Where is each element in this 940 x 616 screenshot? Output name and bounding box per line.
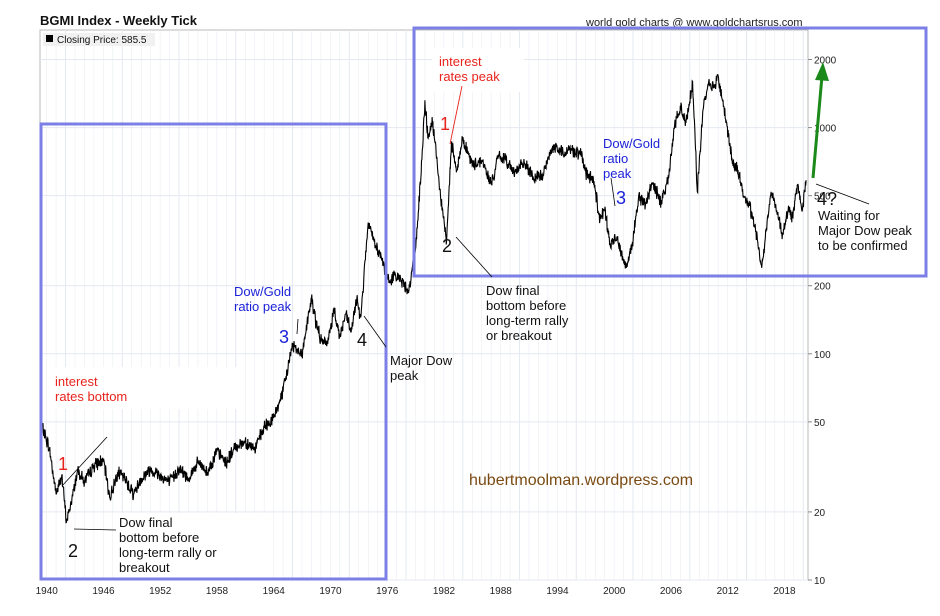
x-tick-label: 1958 <box>206 586 229 597</box>
x-tick-label: 2012 <box>717 586 740 597</box>
legend-swatch <box>46 35 53 42</box>
marker-3-first-cycle: 3 <box>279 327 289 347</box>
x-axis: 1940 1946 1952 1958 1964 1970 1976 1982 1988 1994… <box>36 586 796 597</box>
marker-4-second-cycle: 4? <box>817 189 837 209</box>
chart-credit: world gold charts @ www.goldchartsrus.co… <box>585 17 803 29</box>
annotation-dow-final-bottom-1: Dow final bottom before long-term rally or… <box>119 515 217 575</box>
cycle-box-1 <box>39 122 388 581</box>
marker-2-first-cycle: 2 <box>68 541 78 561</box>
label-patch <box>432 48 524 92</box>
series-layer <box>41 74 807 524</box>
y-tick-label: 100 <box>814 350 831 361</box>
annotation-major-dow-peak: Major Dow peak <box>390 353 453 383</box>
plot-area <box>39 29 809 581</box>
y-tick-label: 1000 <box>814 124 837 135</box>
x-tick-label: 1964 <box>263 586 286 597</box>
x-tick-label: 1976 <box>376 586 399 597</box>
x-tick-label: 1994 <box>546 586 569 597</box>
y-tick-label: 20 <box>814 508 826 519</box>
projection-arrow <box>811 75 824 179</box>
price-line <box>41 74 807 524</box>
y-tick-label: 500 <box>814 192 831 203</box>
legend-box <box>43 33 155 46</box>
x-tick-label: 1982 <box>433 586 456 597</box>
marker-2-second-cycle: 2 <box>442 236 452 256</box>
y-tick-label: 200 <box>814 282 831 293</box>
marker-1-first-cycle: 1 <box>58 454 68 474</box>
x-tick-label: 1988 <box>490 586 513 597</box>
legend-label: Closing Price: 585.5 <box>57 35 147 46</box>
annotation-interest-rates-bottom: interest rates bottom <box>55 374 127 404</box>
annotation-interest-rates-peak: interest rates peak <box>439 54 500 84</box>
annotation-dow-gold-peak-2: Dow/Gold ratio peak <box>603 136 660 181</box>
x-tick-label: 2000 <box>603 586 626 597</box>
marker-3-second-cycle: 3 <box>616 188 626 208</box>
label-patch <box>48 367 238 409</box>
x-tick-label: 1940 <box>36 586 59 597</box>
pointer-lines <box>61 177 870 531</box>
x-tick-label: 1970 <box>319 586 342 597</box>
marker-1-second-cycle: 1 <box>440 114 450 134</box>
watermark: hubertmoolman.wordpress.com <box>469 472 693 489</box>
annotation-waiting-dow-peak: Waiting for Major Dow peak to be confirmed <box>818 208 912 253</box>
cycle-box-2 <box>412 26 928 278</box>
x-tick-label: 1946 <box>92 586 115 597</box>
y-tick-label: 2000 <box>814 55 837 66</box>
x-tick-label: 2018 <box>773 586 796 597</box>
grid <box>40 30 808 581</box>
projection-arrowhead <box>815 62 829 81</box>
marker-4-first-cycle: 4 <box>357 330 367 350</box>
chart-title: BGMI Index - Weekly Tick <box>40 13 198 28</box>
x-tick-label: 1952 <box>149 586 172 597</box>
x-tick-label: 2006 <box>660 586 683 597</box>
label-patch <box>113 513 268 577</box>
red-pointer-lines <box>449 85 463 145</box>
y-tick-label: 50 <box>814 418 826 429</box>
annotation-dow-final-bottom-2: Dow final bottom before long-term rally or … <box>486 283 569 343</box>
y-axis: 10 20 50 100 200 500 1000 2000 <box>808 55 837 587</box>
annotation-dow-gold-peak-1: Dow/Gold ratio peak <box>234 284 292 314</box>
y-tick-label: 10 <box>814 576 826 587</box>
